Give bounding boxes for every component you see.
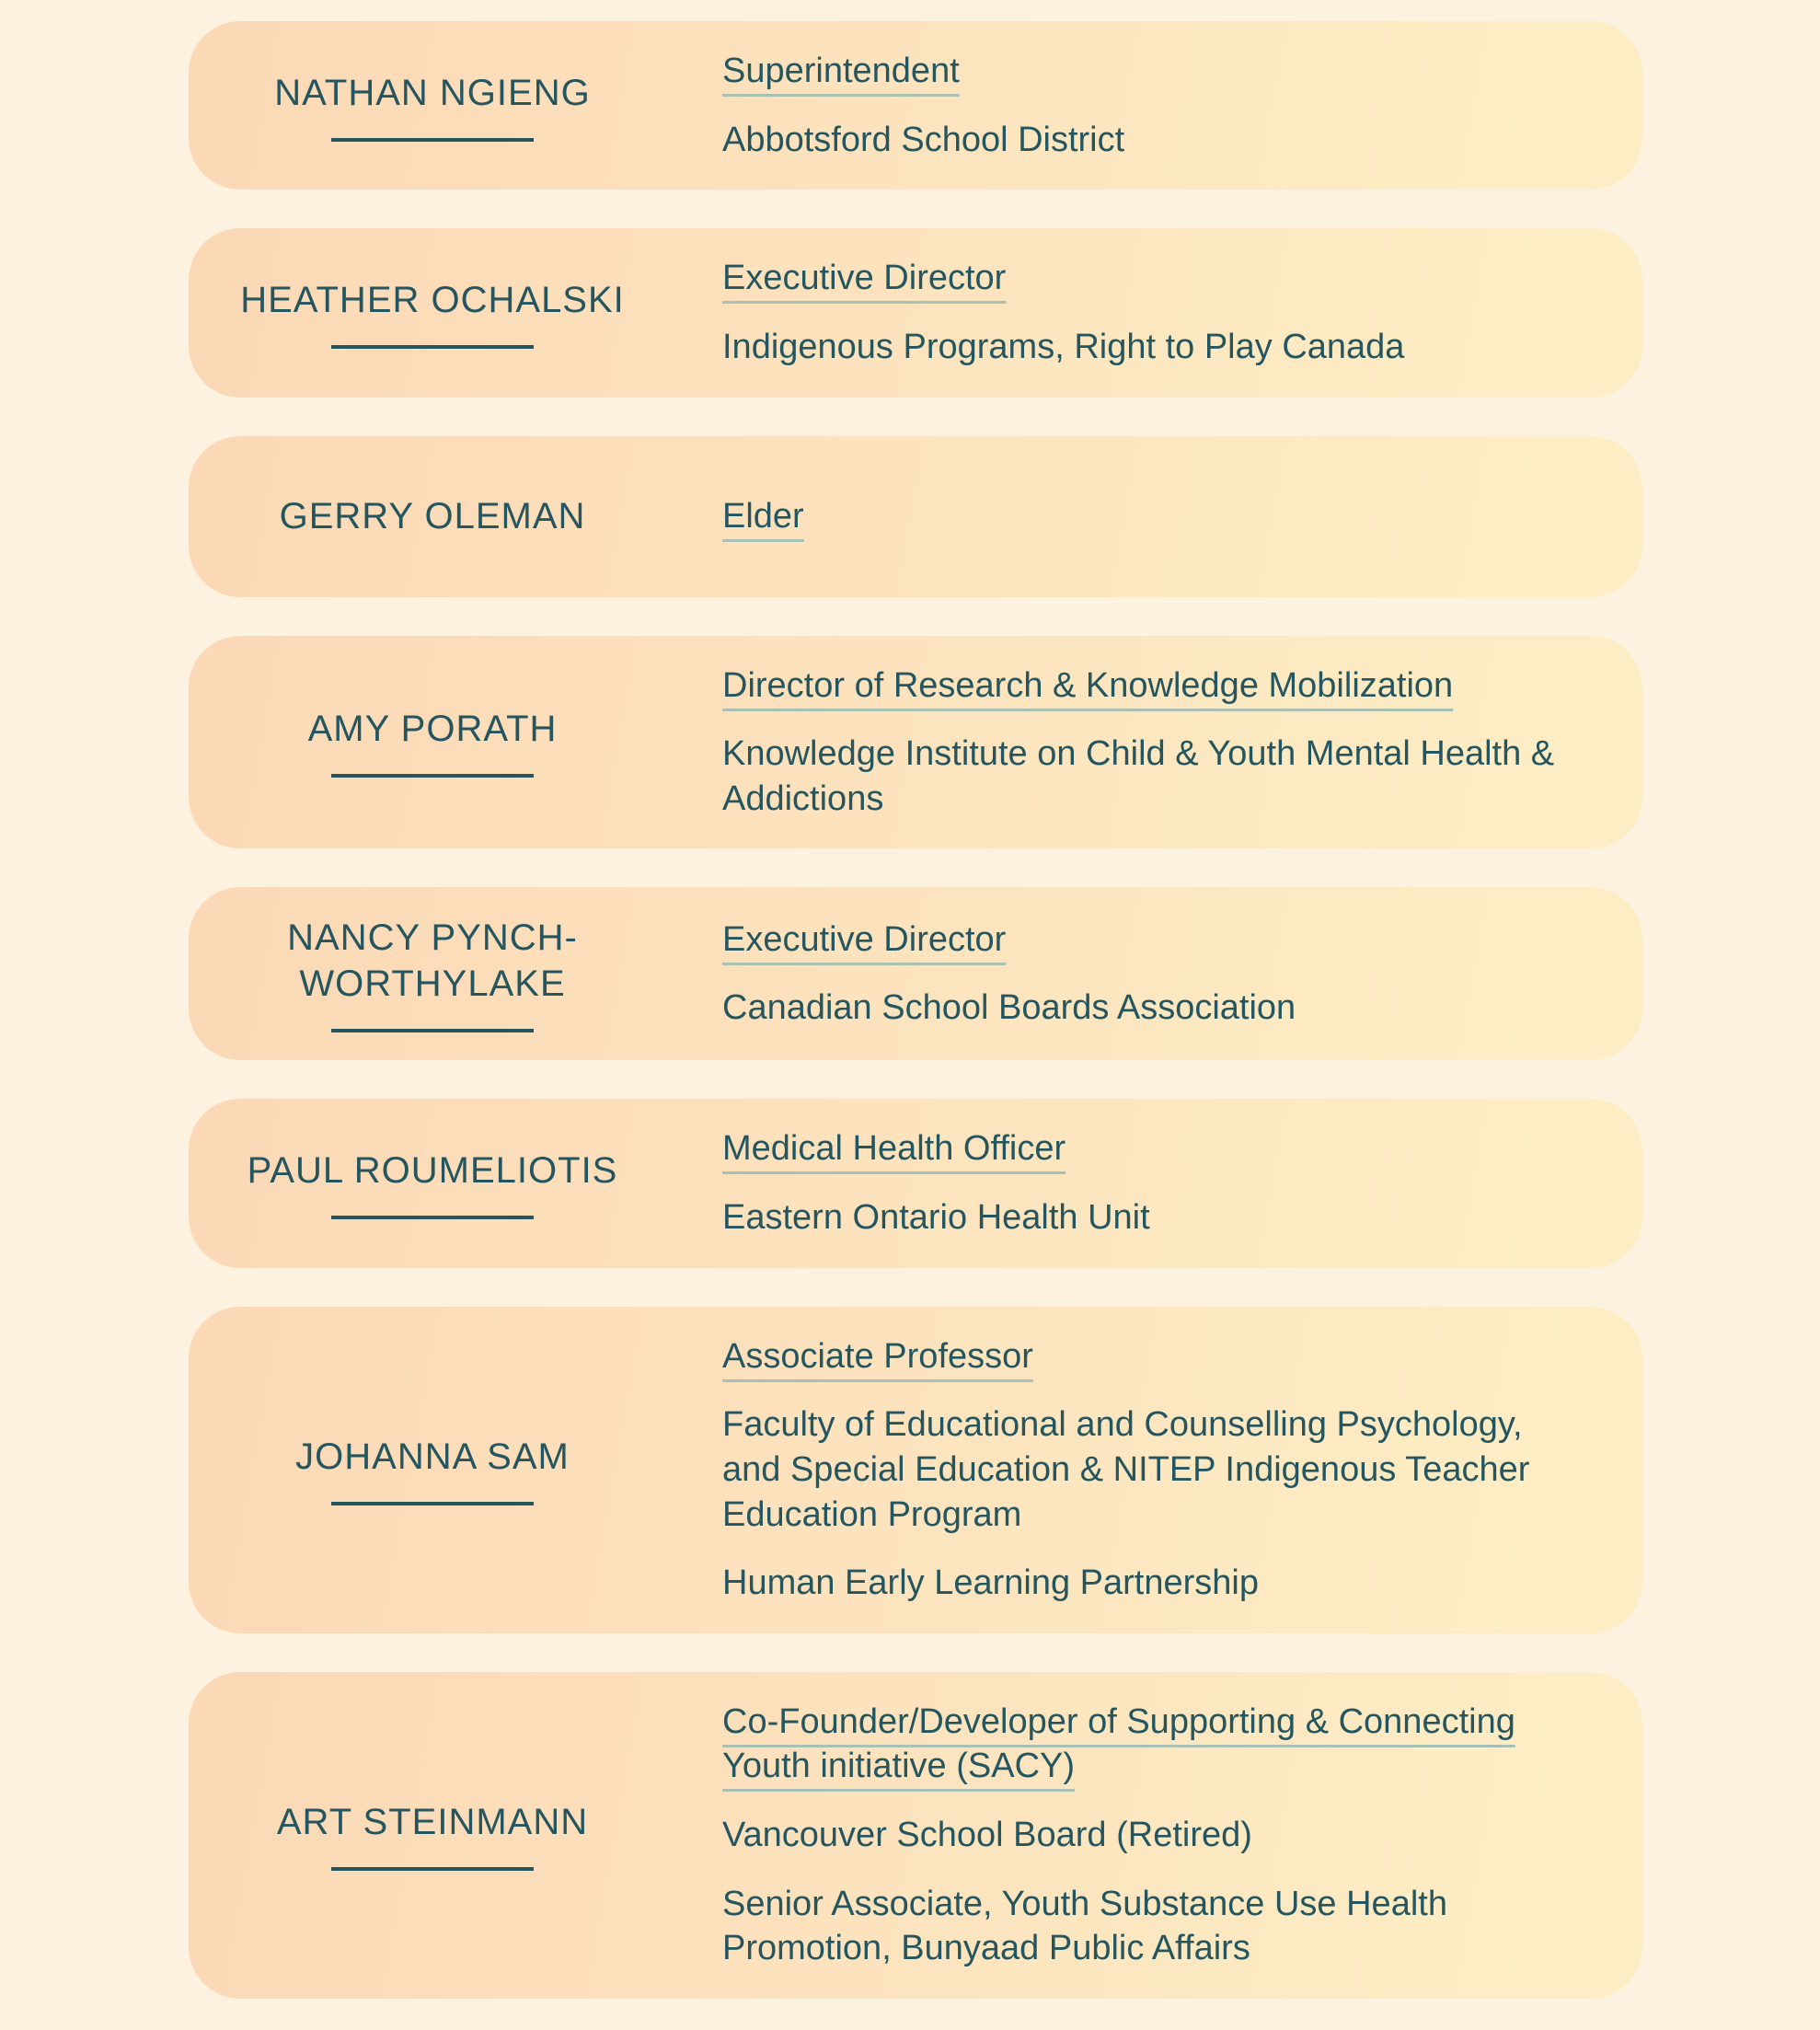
member-card: JOHANNA SAM Associate Professor Faculty … — [189, 1306, 1642, 1633]
member-organization: Canadian School Boards Association — [722, 988, 1296, 1028]
member-name: NATHAN NGIENG — [274, 72, 591, 113]
member-card: NANCY PYNCH-WORTHYLAKE Executive Directo… — [189, 887, 1642, 1061]
member-organization: Indigenous Programs, Right to Play Canad… — [722, 327, 1405, 366]
member-info: Superintendent Abbotsford School Distric… — [676, 49, 1642, 162]
member-name-block: NANCY PYNCH-WORTHYLAKE — [189, 915, 676, 1033]
member-name: AMY PORATH — [307, 709, 558, 750]
member-name-underline — [331, 774, 534, 779]
member-name: ART STEINMANN — [276, 1802, 589, 1843]
member-name-block: NATHAN NGIENG — [189, 70, 676, 142]
member-card: GERRY OLEMAN Elder — [189, 435, 1642, 597]
member-organization: Eastern Ontario Health Unit — [722, 1198, 1150, 1237]
member-info: Executive Director Indigenous Programs, … — [676, 256, 1642, 369]
member-title: Associate Professor — [722, 1336, 1033, 1376]
member-name-underline — [331, 1029, 534, 1033]
member-info: Co-Founder/Developer of Supporting & Con… — [676, 1700, 1642, 1971]
member-name: JOHANNA SAM — [295, 1436, 570, 1478]
member-card: AMY PORATH Director of Research & Knowle… — [189, 635, 1642, 849]
member-name: NANCY PYNCH-WORTHYLAKE — [287, 917, 578, 1005]
member-info: Elder — [676, 494, 1642, 539]
member-name-block: GERRY OLEMAN — [189, 493, 676, 539]
member-name: HEATHER OCHALSKI — [240, 279, 625, 320]
member-title: Executive Director — [722, 259, 1007, 298]
member-card: PAUL ROUMELIOTIS Medical Health Officer … — [189, 1099, 1642, 1268]
member-organization: Human Early Learning Partnership — [722, 1563, 1259, 1603]
member-name-underline — [331, 1867, 534, 1872]
member-info: Executive Director Canadian School Board… — [676, 917, 1642, 1031]
member-name-underline — [331, 137, 534, 142]
member-organization: Vancouver School Board (Retired) — [722, 1816, 1252, 1854]
member-organization: Faculty of Educational and Counselling P… — [722, 1405, 1530, 1534]
member-card: NATHAN NGIENG Superintendent Abbotsford … — [189, 21, 1642, 190]
member-card: ART STEINMANN Co-Founder/Developer of Su… — [189, 1671, 1642, 1999]
member-name-block: PAUL ROUMELIOTIS — [189, 1148, 676, 1219]
member-name-block: HEATHER OCHALSKI — [189, 277, 676, 349]
member-info: Medical Health Officer Eastern Ontario H… — [676, 1126, 1642, 1240]
member-name-underline — [331, 344, 534, 349]
member-organization: Knowledge Institute on Child & Youth Men… — [722, 734, 1555, 818]
member-name-block: AMY PORATH — [189, 706, 676, 779]
member-organization: Senior Associate, Youth Substance Use He… — [722, 1884, 1447, 1968]
member-title: Executive Director — [722, 919, 1007, 959]
member-info: Director of Research & Knowledge Mobiliz… — [676, 663, 1642, 822]
member-name-block: ART STEINMANN — [189, 1799, 676, 1872]
member-title: Medical Health Officer — [722, 1129, 1066, 1169]
member-title: Superintendent — [722, 52, 960, 90]
member-name-block: JOHANNA SAM — [189, 1434, 676, 1506]
member-name: GERRY OLEMAN — [279, 496, 586, 536]
member-title: Co-Founder/Developer of Supporting & Con… — [722, 1701, 1515, 1786]
member-title: Director of Research & Knowledge Mobiliz… — [722, 665, 1454, 705]
member-name-underline — [331, 1216, 534, 1219]
member-card: HEATHER OCHALSKI Executive Director Indi… — [189, 228, 1642, 398]
member-name-underline — [331, 1502, 534, 1506]
member-organization: Abbotsford School District — [722, 120, 1125, 159]
member-title: Elder — [722, 496, 804, 536]
member-name: PAUL ROUMELIOTIS — [247, 1150, 618, 1191]
member-info: Associate Professor Faculty of Education… — [676, 1334, 1642, 1606]
